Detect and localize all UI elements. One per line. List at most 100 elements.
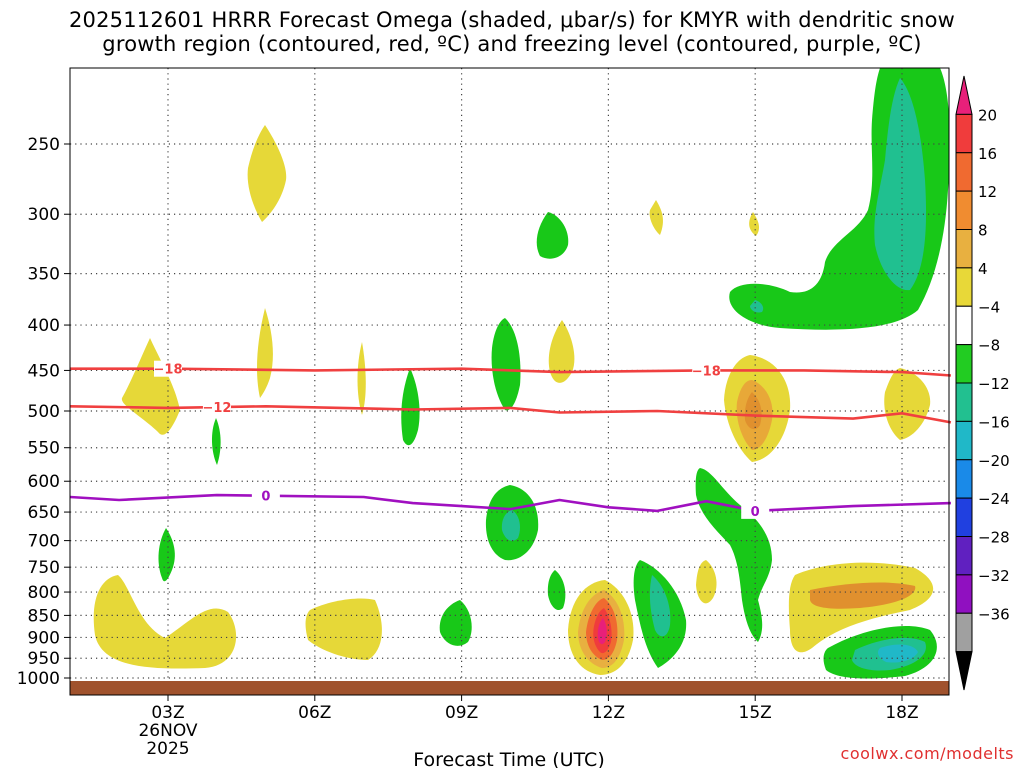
- colorbar-swatch: [955, 344, 973, 384]
- colorbar-swatch: [955, 420, 973, 461]
- omega-region: [649, 200, 663, 235]
- y-tick-label: 300: [28, 205, 60, 225]
- chart-title-line-1: 2025112601 HRRR Forecast Omega (shaded, …: [68, 8, 956, 32]
- omega-region: [257, 308, 273, 398]
- y-tick-label: 700: [28, 532, 60, 552]
- colorbar-label: −36: [978, 605, 1010, 623]
- y-axis-pressure: 2503003504004505005506006507007508008509…: [17, 135, 70, 689]
- omega-region: [501, 510, 520, 541]
- dendritic-bottom-label-bg: [202, 399, 231, 416]
- omega-region: [749, 212, 760, 236]
- colorbar-label: 8: [978, 222, 988, 240]
- omega-region: [247, 125, 287, 222]
- omega-region: [536, 212, 569, 259]
- x-tick-date: 26NOV: [138, 721, 197, 741]
- y-tick-label: 950: [28, 649, 60, 669]
- colorbar-label: 12: [978, 183, 997, 201]
- omega-region: [548, 320, 575, 383]
- dendritic-top-line: [70, 367, 951, 377]
- omega-region: [121, 338, 180, 435]
- colorbar-label: −12: [978, 375, 1010, 393]
- omega-region: [401, 368, 420, 446]
- colorbar-swatch: [955, 574, 973, 614]
- colorbar-label: −20: [978, 452, 1010, 470]
- colorbar-swatch: [955, 229, 973, 269]
- y-tick-label: 1000: [17, 669, 60, 689]
- freezing-level-label: 0: [751, 505, 760, 520]
- omega-region: [211, 418, 221, 465]
- y-tick-label: 550: [28, 439, 60, 459]
- dendritic-top-label: −18: [692, 364, 721, 379]
- colorbar-swatch: [955, 305, 973, 346]
- color-bar: 20 16 12 8 4 −4 −8 −12 −16 −20 −24 −28 −32 −36: [955, 75, 1010, 691]
- colorbar-label: −24: [978, 490, 1010, 508]
- omega-region: [649, 575, 671, 637]
- dendritic-bottom-label: −12: [202, 401, 231, 416]
- x-tick-label: 15Z: [739, 703, 772, 723]
- colorbar-swatch: [955, 497, 973, 537]
- y-tick-label: 750: [28, 558, 60, 578]
- shaded-omega-field: [93, 68, 949, 679]
- y-tick-label: 250: [28, 135, 60, 155]
- ground-strip: [70, 681, 949, 695]
- colorbar-swatch: [955, 113, 973, 154]
- colorbar-label: −4: [978, 298, 1000, 316]
- colorbar-swatch: [955, 612, 973, 653]
- omega-region: [357, 342, 366, 415]
- x-tick-year: 2025: [146, 739, 189, 759]
- omega-region: [547, 570, 566, 611]
- x-tick-label: 18Z: [885, 703, 918, 723]
- chart-title-line-2: growth region (contoured, red, ºC) and f…: [102, 32, 922, 56]
- colorbar-label: −32: [978, 567, 1010, 585]
- omega-region: [695, 468, 772, 642]
- y-tick-label: 350: [28, 265, 60, 285]
- omega-region: [744, 392, 762, 430]
- dendritic-top-label-bg: [154, 360, 182, 377]
- x-tick-label: 06Z: [298, 703, 331, 723]
- x-tick-label: 03Z: [151, 703, 184, 723]
- colorbar-swatch: [955, 459, 973, 499]
- y-tick-label: 600: [28, 472, 60, 492]
- plot-frame: [69, 67, 950, 696]
- x-axis-title: Forecast Time (UTC): [413, 749, 604, 768]
- colorbar-swatch: [955, 267, 973, 307]
- colorbar-label: −16: [978, 413, 1010, 431]
- temperature-contours: −18 −18 −12 0 0: [70, 360, 952, 520]
- omega-region: [491, 318, 521, 411]
- freezing-level-label: 0: [261, 490, 270, 505]
- colorbar-top-triangle: [955, 75, 973, 115]
- colorbar-label: 4: [978, 260, 988, 278]
- omega-region: [750, 300, 764, 313]
- y-tick-label: 400: [28, 316, 60, 336]
- freezing-level-label-bg: [251, 487, 280, 504]
- y-tick-label: 850: [28, 606, 60, 626]
- colorbar-label: −28: [978, 529, 1010, 547]
- colorbar-swatch: [955, 382, 973, 422]
- colorbar-bottom-triangle: [955, 651, 973, 691]
- colorbar-label: 16: [978, 145, 997, 163]
- x-tick-label: 09Z: [445, 703, 478, 723]
- dendritic-top-label-bg: [692, 362, 721, 379]
- y-tick-label: 800: [28, 583, 60, 603]
- y-tick-label: 900: [28, 628, 60, 648]
- omega-region: [93, 575, 237, 669]
- time-gridlines: [167, 68, 903, 695]
- omega-region: [597, 618, 607, 645]
- colorbar-label: −8: [978, 337, 1000, 355]
- colorbar-swatch: [955, 536, 973, 576]
- dendritic-bottom-line: [70, 404, 952, 424]
- credit-text: coolwx.com/modelts: [840, 744, 1014, 763]
- omega-region: [696, 560, 717, 604]
- freezing-level-label-bg: [741, 502, 770, 519]
- omega-region: [305, 598, 382, 660]
- y-tick-label: 650: [28, 503, 60, 523]
- omega-region: [874, 78, 927, 291]
- colorbar-label: 20: [978, 106, 997, 124]
- y-tick-label: 450: [28, 361, 60, 381]
- omega-region: [884, 368, 931, 440]
- colorbar-swatch: [955, 190, 973, 230]
- colorbar-swatch: [955, 152, 973, 192]
- dendritic-top-label: −18: [154, 363, 183, 378]
